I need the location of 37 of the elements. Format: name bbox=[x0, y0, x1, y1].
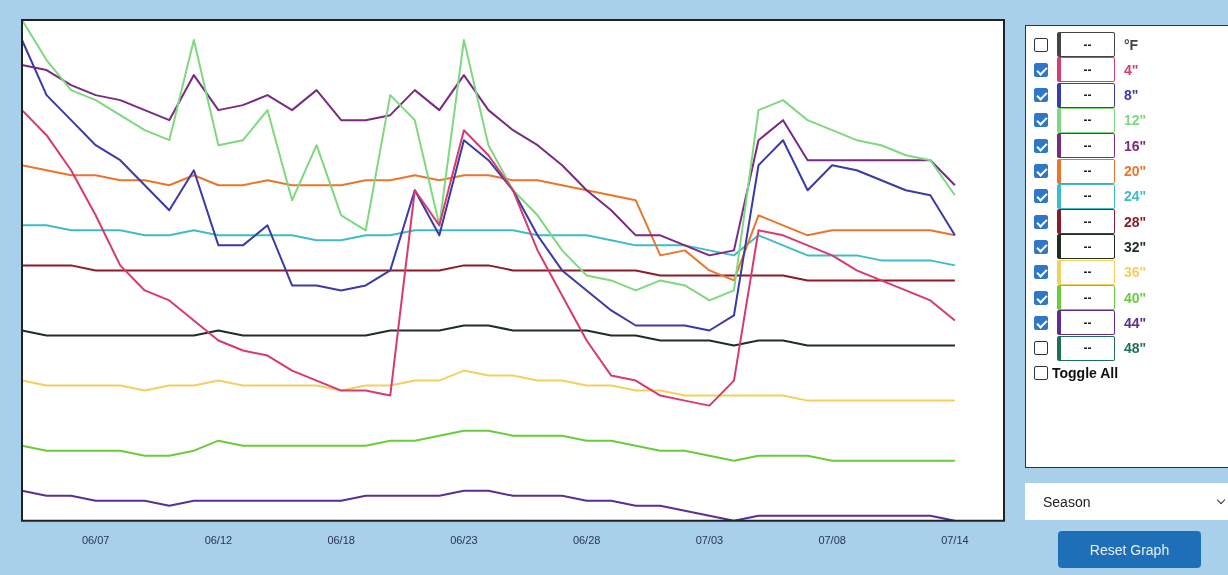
text: -- bbox=[1083, 214, 1092, 229]
legend-label: 16" bbox=[1124, 137, 1147, 154]
x-tick-label: 06/23 bbox=[450, 534, 478, 547]
text: Toggle All bbox=[1052, 365, 1119, 382]
x-tick-label: 07/08 bbox=[818, 534, 846, 547]
text: -- bbox=[1083, 189, 1092, 204]
legend-label: 12" bbox=[1124, 112, 1147, 129]
legend-label: 4" bbox=[1124, 61, 1139, 78]
text: -- bbox=[1083, 164, 1092, 178]
x-tick-label: 07/03 bbox=[695, 534, 724, 547]
x-tick-label: 07/14 bbox=[941, 534, 969, 547]
text: -- bbox=[1083, 341, 1092, 356]
x-tick-label: 06/12 bbox=[204, 534, 233, 547]
x-tick-label: 06/18 bbox=[327, 534, 355, 547]
legend-label: 8" bbox=[1124, 87, 1139, 104]
text: -- bbox=[1083, 290, 1092, 305]
legend-label: 28" bbox=[1124, 213, 1147, 230]
text: Reset Graph bbox=[1058, 531, 1201, 568]
legend-label: 40" bbox=[1124, 289, 1147, 306]
legend-label: 20" bbox=[1124, 163, 1147, 179]
x-tick-label: 06/07 bbox=[81, 534, 110, 547]
x-tick-label: 06/28 bbox=[572, 534, 601, 547]
text: -- bbox=[1083, 239, 1092, 254]
text: -- bbox=[1083, 315, 1092, 330]
legend-label: 48" bbox=[1124, 340, 1147, 357]
legend-label: 24" bbox=[1124, 188, 1147, 205]
legend-label: 44" bbox=[1124, 314, 1147, 331]
text: -- bbox=[1083, 138, 1092, 153]
text: -- bbox=[1057, 32, 1115, 57]
text: Season bbox=[1025, 483, 1228, 520]
text: -- bbox=[1083, 62, 1092, 77]
text: -- bbox=[1083, 265, 1092, 280]
legend-label: °F bbox=[1124, 36, 1139, 53]
legend-label: 36" bbox=[1124, 264, 1147, 281]
text: -- bbox=[1083, 113, 1092, 128]
legend-label: 32" bbox=[1124, 238, 1147, 255]
text: -- bbox=[1083, 88, 1092, 103]
